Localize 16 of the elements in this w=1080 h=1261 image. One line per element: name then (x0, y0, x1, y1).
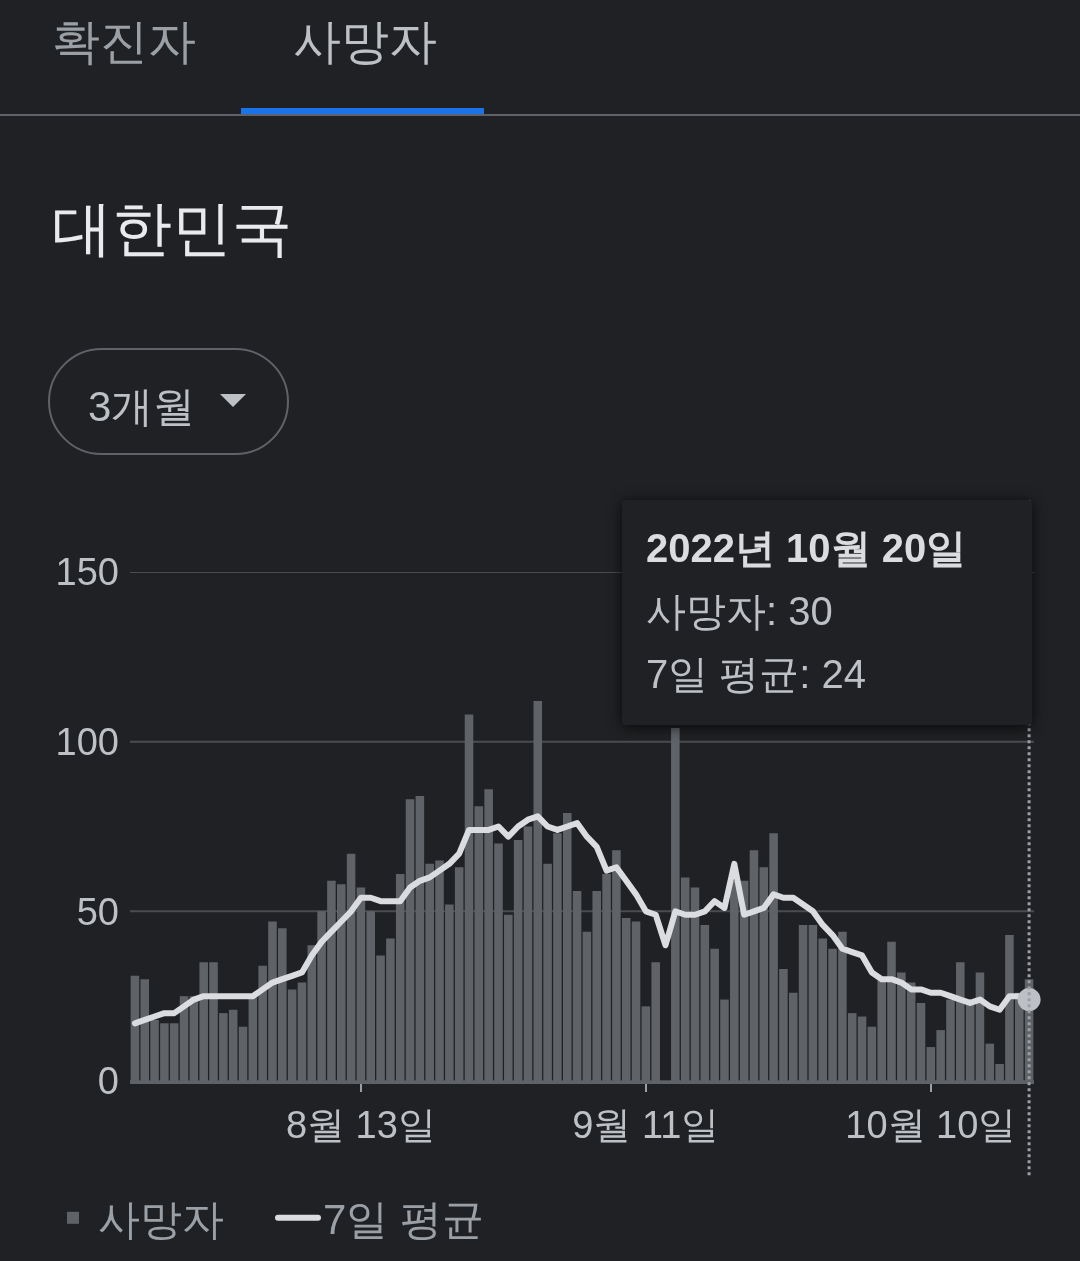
y-tick-label: 0 (97, 1060, 119, 1103)
text: 확진자 (52, 15, 196, 68)
x-tick-label: 9월 11일 (572, 1103, 720, 1146)
tooltip: 2022년 10월 20일 사망자: 30 7일 평균: 24 (622, 500, 1032, 725)
x-tick-label: 10월 10일 (845, 1103, 1017, 1146)
text: 3개월 (88, 383, 196, 430)
y-tick-label: 50 (76, 890, 119, 933)
chart-title: 대한민국 (52, 195, 292, 262)
annotation: 사망자: 30 (646, 588, 834, 635)
y-tick-label: 100 (55, 720, 119, 763)
legend-label: 7일 평균 (323, 1196, 485, 1244)
text: 사망자 (293, 15, 437, 68)
annotation: 7일 평균: 24 (646, 651, 868, 698)
legend-label: 사망자 (98, 1196, 224, 1244)
x-tick-label: 8월 13일 (285, 1103, 436, 1146)
y-tick-label: 150 (55, 551, 119, 594)
